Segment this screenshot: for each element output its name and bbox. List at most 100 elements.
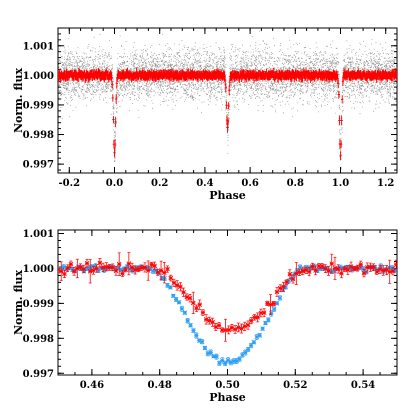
bottom-y-tick-label: 0.998	[23, 334, 54, 345]
bottom-y-tick-label: 1.001	[23, 229, 54, 240]
top-y-tick-label: 0.998	[23, 130, 54, 141]
data-point	[281, 284, 286, 290]
data-point	[120, 271, 125, 276]
data-point	[113, 268, 119, 274]
data-point	[374, 269, 380, 275]
data-point	[168, 285, 173, 290]
data-point	[188, 322, 193, 328]
data-point	[187, 295, 193, 301]
data-point	[129, 265, 135, 270]
bottom-y-tick-label: 0.997	[23, 369, 54, 380]
data-point	[329, 261, 335, 266]
data-point	[306, 269, 312, 274]
data-point	[226, 327, 232, 333]
data-point	[274, 289, 280, 295]
data-point	[84, 261, 90, 266]
data-point	[202, 345, 208, 351]
data-point	[371, 264, 376, 270]
data-point	[181, 289, 186, 295]
bottom-x-tick-label: 0.52	[283, 380, 307, 391]
data-point	[193, 333, 199, 338]
data-point	[216, 323, 222, 328]
data-point	[126, 261, 132, 267]
data-point	[339, 271, 344, 276]
data-point	[237, 356, 242, 362]
data-point	[287, 271, 293, 277]
top-x-tick-label: 0.2	[151, 178, 168, 189]
binned-data-points	[58, 67, 397, 161]
top-x-axis-title: Phase	[209, 189, 246, 202]
data-point	[266, 317, 271, 323]
top-x-tick-label: 0.6	[241, 178, 258, 189]
data-point	[185, 318, 190, 324]
bottom-y-tick-label: 1.000	[23, 264, 54, 275]
data-point	[355, 265, 360, 271]
series-red	[58, 252, 397, 342]
top-x-tick-label: 0.8	[287, 178, 304, 189]
data-point	[284, 279, 289, 285]
data-point	[257, 333, 263, 338]
data-point	[200, 310, 206, 315]
data-point	[290, 276, 296, 282]
bottom-x-axis-title: Phase	[209, 391, 246, 404]
data-point	[87, 268, 93, 274]
data-point	[239, 326, 244, 331]
data-point	[261, 310, 267, 316]
series-blue	[58, 263, 397, 366]
data-point	[361, 270, 367, 276]
bottom-panel: 0.46 0.48 0.50 0.52 0.54 0.997 0.998 0.999 1.000…	[12, 229, 398, 404]
top-x-tick-label: 1.0	[332, 178, 349, 189]
data-point	[62, 271, 67, 277]
top-y-tick-label: 1.000	[23, 71, 54, 82]
data-point	[197, 302, 203, 307]
bottom-y-axis-title: Norm. flux	[12, 270, 25, 335]
data-point	[145, 268, 151, 273]
data-point	[132, 267, 138, 273]
top-data	[58, 28, 397, 170]
data-point	[271, 301, 277, 306]
data-point	[110, 265, 116, 270]
data-point	[393, 262, 397, 267]
data-point	[251, 339, 257, 345]
data-point	[245, 347, 251, 352]
data-point	[335, 266, 341, 272]
top-x-tick-label: 0.4	[196, 178, 213, 189]
data-point	[277, 295, 283, 301]
data-point	[152, 263, 157, 269]
data-point	[390, 268, 396, 274]
data-point	[199, 339, 205, 344]
bottom-x-tick-label: 0.54	[351, 380, 375, 391]
data-point	[245, 322, 251, 328]
data-point	[255, 315, 260, 320]
data-point	[208, 350, 214, 355]
data-point	[358, 262, 364, 267]
data-point	[94, 266, 99, 271]
data-point	[326, 268, 331, 274]
data-point	[68, 261, 74, 267]
data-point	[123, 267, 128, 273]
raw-data-points	[58, 28, 397, 170]
bottom-data	[58, 252, 397, 366]
top-panel: -0.2 0.0 0.2 0.4 0.6 0.8 1.0 1.2 0.997 0.998 0.999…	[12, 27, 398, 202]
data-point	[161, 270, 167, 275]
data-point	[191, 328, 196, 333]
top-y-tick-label: 0.999	[23, 100, 54, 111]
top-y-axis-title: Norm. flux	[12, 68, 25, 133]
data-point	[168, 275, 174, 281]
data-point	[182, 310, 188, 316]
top-x-tick-label: 0.0	[106, 178, 123, 189]
data-point	[97, 260, 103, 266]
bottom-x-tick-label: 0.48	[148, 380, 172, 391]
data-point	[210, 319, 215, 325]
top-x-tick-label: 1.2	[377, 178, 394, 189]
data-point	[260, 326, 265, 332]
top-frame	[57, 27, 398, 174]
data-point	[214, 354, 219, 359]
data-point	[179, 306, 185, 312]
data-point	[158, 268, 164, 273]
bottom-x-tick-label: 0.46	[80, 380, 104, 391]
top-y-tick-label: 0.997	[23, 160, 54, 171]
data-point	[165, 266, 170, 272]
data-point	[271, 306, 277, 312]
